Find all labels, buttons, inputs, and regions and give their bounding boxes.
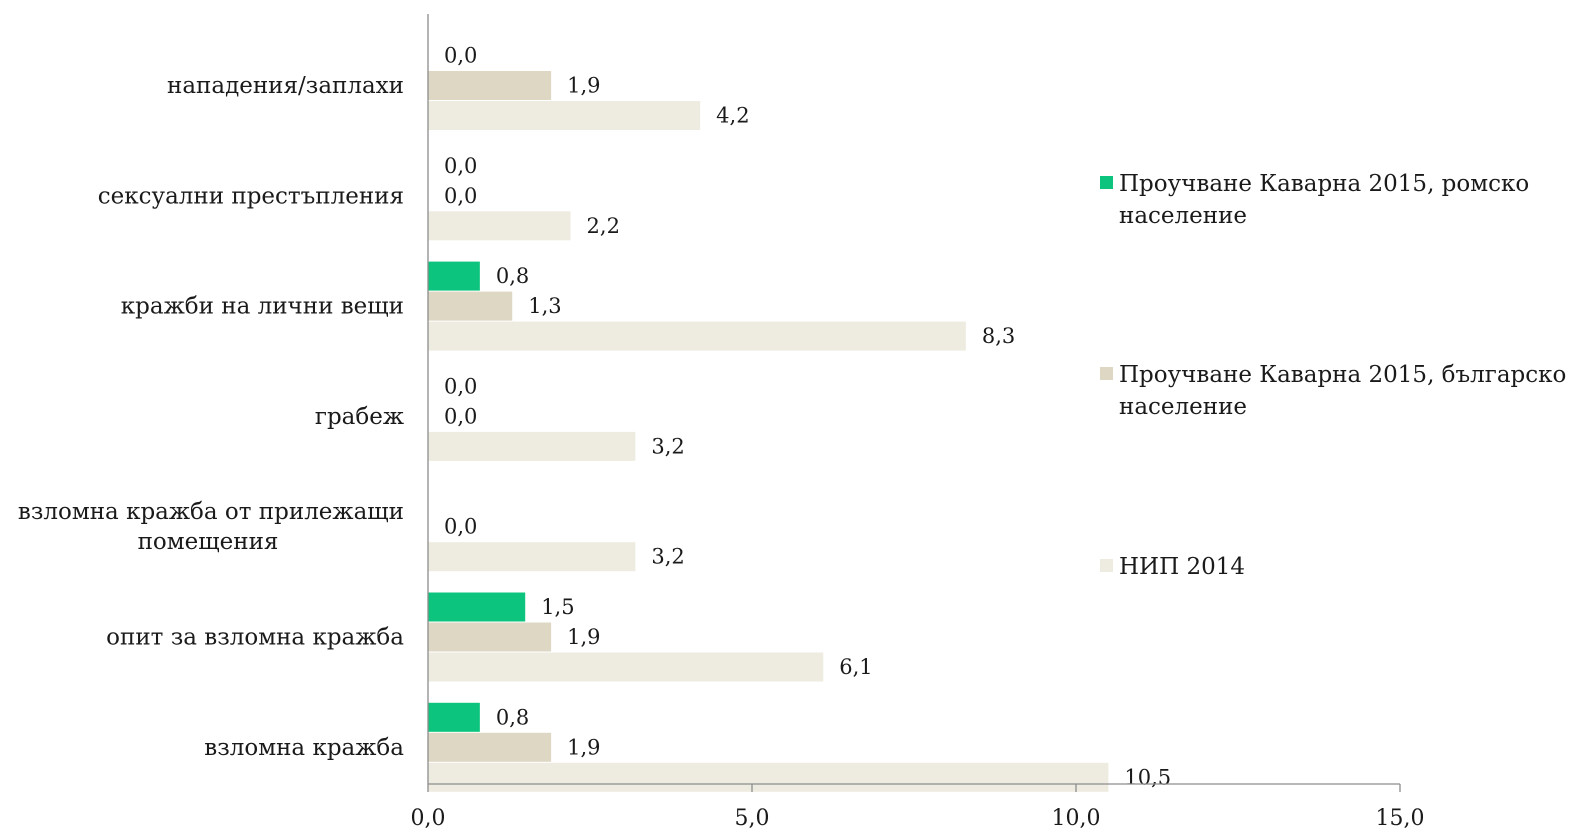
value-label-s0-c3: 0,0 xyxy=(444,374,477,398)
category-labels-group: нападения/заплахи сексуални престъпления к… xyxy=(18,73,404,761)
x-tick-label-3: 15,0 xyxy=(1376,806,1425,831)
value-label-s2-c3: 3,2 xyxy=(651,434,684,458)
value-label-s2-c0: 4,2 xyxy=(716,104,749,128)
legend-label-0-line1: население xyxy=(1119,203,1247,229)
legend: Проучване Каварна 2015, ромско население П… xyxy=(1100,171,1566,580)
bar-s1-c0 xyxy=(428,71,552,100)
category-label-6: взломна кражба xyxy=(204,735,404,761)
value-label-s1-c5: 1,9 xyxy=(567,625,600,649)
legend-swatch-2 xyxy=(1100,559,1113,572)
value-label-s0-c0: 0,0 xyxy=(444,44,477,68)
bar-s2-c0 xyxy=(428,101,701,130)
bar-s1-c2 xyxy=(428,291,513,321)
category-label-2: кражби на лични вещи xyxy=(121,294,404,320)
legend-swatch-1 xyxy=(1100,367,1113,380)
value-label-s1-c1: 0,0 xyxy=(444,184,477,208)
value-label-s1-c0: 1,9 xyxy=(567,74,600,98)
value-label-s1-c2: 1,3 xyxy=(528,294,561,318)
bar-s2-c5 xyxy=(428,652,824,682)
value-label-s2-c5: 6,1 xyxy=(839,655,872,679)
value-label-s0-c6: 0,8 xyxy=(496,705,529,729)
value-label-s2-c1: 2,2 xyxy=(587,214,620,238)
bar-s2-c3 xyxy=(428,431,636,461)
bar-s0-c6 xyxy=(428,702,480,732)
value-label-s0-c1: 0,0 xyxy=(444,154,477,178)
value-label-s1-c3: 0,0 xyxy=(444,404,477,428)
category-label-5: опит за взломна кражба xyxy=(106,625,404,651)
x-tick-label-1: 5,0 xyxy=(735,806,770,831)
value-label-s0-c2: 0,8 xyxy=(496,264,529,288)
value-label-s1-c6: 1,9 xyxy=(567,735,600,759)
axes-group: 0,0 5,0 10,0 15,0 xyxy=(411,14,1425,831)
category-label-4-line1: помещения xyxy=(138,529,279,555)
legend-label-1-line0: Проучване Каварна 2015, българско xyxy=(1119,362,1566,388)
value-label-s2-c2: 8,3 xyxy=(982,324,1015,348)
category-label-3: грабеж xyxy=(315,404,404,430)
category-label-0: нападения/заплахи xyxy=(167,73,404,99)
x-tick-label-0: 0,0 xyxy=(411,806,446,831)
bar-s2-c2 xyxy=(428,321,966,351)
value-label-s1-c4: 0,0 xyxy=(444,515,477,539)
value-label-s2-c4: 3,2 xyxy=(651,545,684,569)
bar-s1-c6 xyxy=(428,732,552,762)
bar-s0-c2 xyxy=(428,261,480,291)
bar-s2-c6 xyxy=(428,762,1109,792)
bar-s2-c4 xyxy=(428,542,636,572)
legend-label-0-line0: Проучване Каварна 2015, ромско xyxy=(1119,171,1529,197)
value-label-s2-c6: 10,5 xyxy=(1124,765,1171,789)
legend-label-1-line1: население xyxy=(1119,394,1247,420)
x-tick-label-2: 10,0 xyxy=(1052,806,1101,831)
bar-s1-c5 xyxy=(428,622,552,652)
bar-s0-c5 xyxy=(428,592,526,622)
bars-group xyxy=(428,71,1109,792)
legend-swatch-0 xyxy=(1100,176,1113,189)
category-label-4-line0: взломна кражба от прилежащи xyxy=(18,499,404,525)
category-label-1: сексуални престъпления xyxy=(98,183,404,209)
value-labels-group: 0,0 1,9 4,2 0,0 0,0 2,2 0,8 1,3 8,3 0,0 0,0 3,2 0,0 3… xyxy=(444,44,1171,790)
legend-label-2-line0: НИП 2014 xyxy=(1119,554,1245,580)
bar-s2-c1 xyxy=(428,211,571,241)
value-label-s0-c5: 1,5 xyxy=(541,595,574,619)
